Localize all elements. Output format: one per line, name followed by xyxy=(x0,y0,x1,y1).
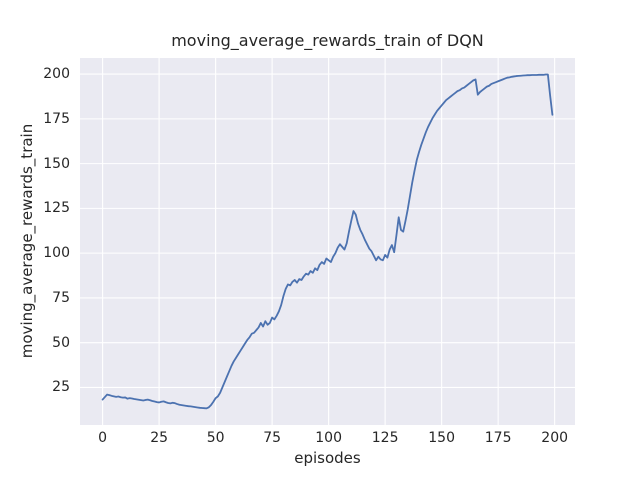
y-tick-label: 150 xyxy=(43,155,70,172)
x-tick-label: 200 xyxy=(541,430,569,446)
x-tick-label: 50 xyxy=(206,430,225,446)
x-tick-label: 150 xyxy=(428,430,455,446)
plot-area xyxy=(80,58,575,425)
x-tick-label: 25 xyxy=(150,430,169,446)
x-tick-label: 75 xyxy=(263,430,282,446)
y-tick-label: 125 xyxy=(43,200,70,217)
x-tick-label: 100 xyxy=(315,430,342,446)
x-tick-label: 175 xyxy=(484,430,512,446)
y-tick-label: 50 xyxy=(52,334,70,351)
y-tick-label: 200 xyxy=(43,66,70,83)
y-tick-label: 75 xyxy=(52,289,70,306)
x-tick-label: 125 xyxy=(371,430,399,446)
line-chart-svg xyxy=(80,58,575,425)
x-axis-label: episodes xyxy=(294,449,361,467)
y-tick-label: 100 xyxy=(43,245,70,262)
y-tick-label: 175 xyxy=(43,110,70,127)
series-line xyxy=(101,73,554,410)
x-tick-label: 0 xyxy=(98,430,108,446)
y-tick-label: 25 xyxy=(52,379,70,396)
chart-title: moving_average_rewards_train of DQN xyxy=(171,31,484,50)
